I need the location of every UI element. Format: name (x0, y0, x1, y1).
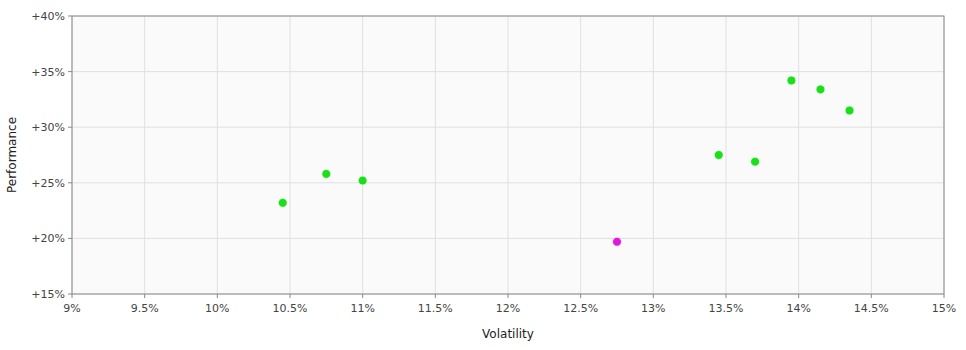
scatter-point (278, 198, 287, 207)
x-tick (944, 294, 945, 298)
x-tick (653, 294, 654, 298)
x-tick (362, 294, 363, 298)
y-tick-label: +20% (31, 232, 65, 245)
scatter-point (845, 106, 854, 115)
x-tick (580, 294, 581, 298)
y-tick-label: +25% (31, 177, 65, 190)
scatter-point (613, 237, 622, 246)
x-tick (72, 294, 73, 298)
x-tick (508, 294, 509, 298)
y-tick (68, 71, 72, 72)
grid-line-x (798, 16, 799, 294)
grid-line-x (871, 16, 872, 294)
x-tick-label: 10% (205, 302, 229, 315)
y-tick-label: +40% (31, 10, 65, 23)
y-tick-label: +35% (31, 66, 65, 79)
grid (72, 16, 944, 294)
x-tick-label: 9% (63, 302, 80, 315)
grid-line-y (72, 182, 944, 183)
x-tick-label: 15% (932, 302, 956, 315)
grid-line-y (72, 71, 944, 72)
x-tick-label: 12% (496, 302, 520, 315)
x-tick (435, 294, 436, 298)
grid-line-x (362, 16, 363, 294)
data-points (278, 76, 854, 246)
x-tick (798, 294, 799, 298)
scatter-point (816, 85, 825, 94)
x-tick-label: 14.5% (854, 302, 889, 315)
grid-line-y (72, 238, 944, 239)
y-tick (68, 238, 72, 239)
axes: 9% 9.5% 10% 10.5% 11% 11.5% 12% 12.5% 13% 13.5% 14… (31, 10, 956, 315)
y-axis-title: Performance (5, 117, 19, 193)
grid-line-y (72, 127, 944, 128)
series (278, 76, 854, 207)
y-tick (68, 294, 72, 295)
x-tick-label: 13.5% (709, 302, 744, 315)
grid-line-x (580, 16, 581, 294)
scatter-point (322, 169, 331, 178)
x-tick (290, 294, 291, 298)
y-tick-label: +15% (31, 288, 65, 301)
x-tick (144, 294, 145, 298)
grid-line-x (144, 16, 145, 294)
plot-area (72, 16, 944, 294)
scatter-point (714, 151, 723, 160)
x-tick (726, 294, 727, 298)
chart-container: 9% 9.5% 10% 10.5% 11% 11.5% 12% 12.5% 13% 13.5% 14… (0, 0, 966, 350)
chart: 9% 9.5% 10% 10.5% 11% 11.5% 12% 12.5% 13% 13.5% 14… (0, 0, 966, 350)
x-tick (217, 294, 218, 298)
x-tick-label: 11.5% (418, 302, 453, 315)
grid-line-x (653, 16, 654, 294)
series (613, 237, 622, 246)
grid-line-x (290, 16, 291, 294)
x-tick-label: 9.5% (131, 302, 159, 315)
x-tick-label: 13% (641, 302, 665, 315)
y-tick (68, 127, 72, 128)
x-tick-label: 12.5% (563, 302, 598, 315)
background (0, 0, 966, 350)
y-tick (68, 182, 72, 183)
scatter-point (751, 157, 760, 166)
grid-line-x (726, 16, 727, 294)
grid-line-x (435, 16, 436, 294)
page: {"chart_data": { "type": "scatter", "xla… (0, 0, 966, 350)
scatter-point (358, 176, 367, 185)
x-tick-label: 10.5% (273, 302, 308, 315)
x-tick-label: 11% (350, 302, 374, 315)
x-tick (871, 294, 872, 298)
x-tick-label: 14% (786, 302, 810, 315)
x-axis-title: Volatility (482, 327, 534, 341)
grid-line-x (508, 16, 509, 294)
y-tick-label: +30% (31, 121, 65, 134)
y-tick (68, 16, 72, 17)
scatter-point (787, 76, 796, 85)
grid-line-x (217, 16, 218, 294)
plot-frame (72, 16, 944, 294)
